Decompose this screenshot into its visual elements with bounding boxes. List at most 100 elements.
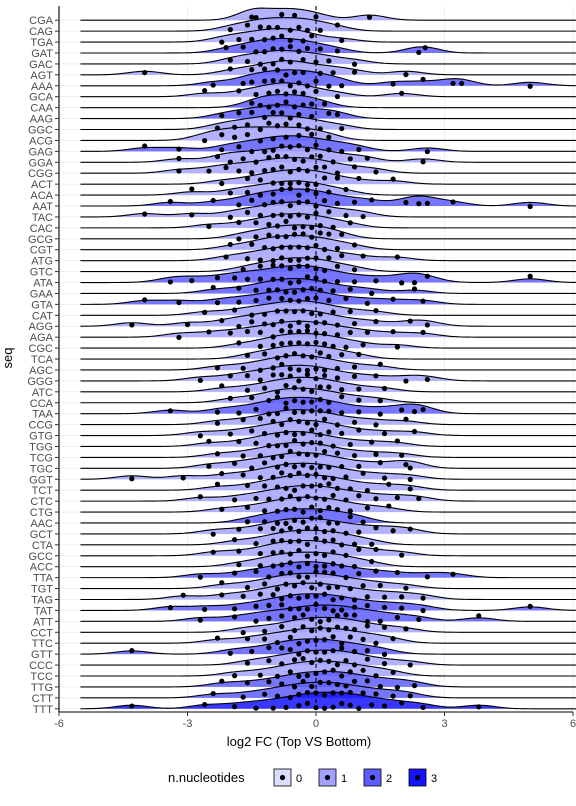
data-point (214, 153, 221, 160)
data-point (309, 628, 315, 634)
data-point (257, 177, 263, 183)
data-point (381, 651, 388, 657)
data-point (296, 143, 302, 149)
data-point (403, 71, 409, 78)
data-point (321, 367, 328, 373)
data-point (257, 377, 263, 383)
ridge-area-cgg (80, 157, 576, 174)
data-point (321, 528, 328, 535)
data-point (416, 495, 422, 502)
ridge-line-aca (80, 180, 576, 196)
data-point (313, 649, 319, 655)
data-point (249, 197, 255, 203)
data-point (287, 493, 293, 499)
data-point (360, 667, 366, 673)
data-point (321, 416, 328, 422)
data-point (300, 678, 306, 685)
data-point (330, 443, 336, 449)
data-point (249, 67, 255, 73)
ridge-area-ctg (80, 497, 576, 513)
data-point (287, 257, 293, 263)
data-point (197, 377, 203, 383)
data-point (304, 126, 311, 132)
data-point (287, 551, 293, 557)
data-point (399, 280, 405, 286)
data-point (296, 319, 302, 326)
data-point (390, 528, 396, 534)
data-point (304, 296, 311, 302)
data-point (424, 574, 430, 580)
data-point (351, 61, 358, 67)
data-point (334, 506, 341, 513)
data-point (227, 650, 233, 656)
data-point (283, 99, 289, 105)
data-point (270, 246, 276, 252)
data-point (279, 244, 285, 250)
data-point (296, 179, 302, 186)
data-point (326, 147, 332, 153)
data-point (167, 605, 173, 611)
data-point (364, 488, 370, 494)
data-point (527, 83, 533, 89)
data-point (189, 186, 195, 192)
data-point (283, 153, 289, 160)
data-point (313, 705, 319, 711)
data-point (304, 700, 311, 706)
data-point (279, 453, 285, 460)
data-point (142, 69, 148, 76)
data-point (394, 614, 400, 621)
ridge-line-gtg (80, 419, 576, 437)
data-point (244, 209, 251, 215)
ridge-area-cct (80, 617, 576, 633)
data-point (240, 80, 246, 86)
data-point (351, 662, 358, 668)
data-point (287, 83, 293, 89)
ridge-area-ttg (80, 671, 576, 687)
x-tick-label: -6 (54, 718, 64, 730)
data-point (129, 322, 135, 328)
data-point (257, 562, 263, 569)
data-point (373, 546, 379, 553)
data-point (274, 233, 281, 240)
data-point (283, 234, 289, 240)
data-point (287, 525, 293, 531)
data-point (266, 120, 272, 126)
data-point (399, 594, 405, 600)
data-point (304, 214, 311, 220)
data-point (420, 406, 426, 413)
y-tick-label: CGC (29, 343, 54, 355)
y-tick-label: TAC (32, 212, 53, 224)
data-point (390, 669, 396, 675)
data-point (262, 37, 268, 43)
data-point (236, 236, 242, 242)
ridge-line-cgt (80, 234, 576, 251)
y-tick-label: ACT (31, 179, 53, 191)
ridge-line-gag (80, 135, 576, 152)
data-point (257, 591, 263, 597)
y-tick-label: CCC (29, 660, 53, 672)
data-point (377, 582, 383, 589)
data-point (351, 648, 358, 655)
data-point (313, 637, 319, 643)
data-point (420, 607, 426, 614)
data-point (296, 595, 302, 601)
data-point (283, 308, 289, 314)
data-point (304, 341, 311, 347)
data-point (296, 24, 302, 30)
data-point (309, 234, 315, 240)
data-point (321, 538, 328, 544)
ridge-area-cac (80, 213, 576, 228)
data-point (373, 640, 379, 646)
data-point (266, 295, 272, 301)
data-point (356, 175, 362, 182)
data-point (390, 176, 396, 182)
y-tick-label: CCT (30, 627, 53, 639)
data-point (240, 472, 246, 478)
data-point (364, 656, 370, 662)
data-point (527, 203, 533, 210)
data-point (206, 223, 212, 230)
data-point (291, 12, 298, 19)
y-tick-label: TGC (30, 463, 53, 475)
data-point (326, 134, 332, 140)
